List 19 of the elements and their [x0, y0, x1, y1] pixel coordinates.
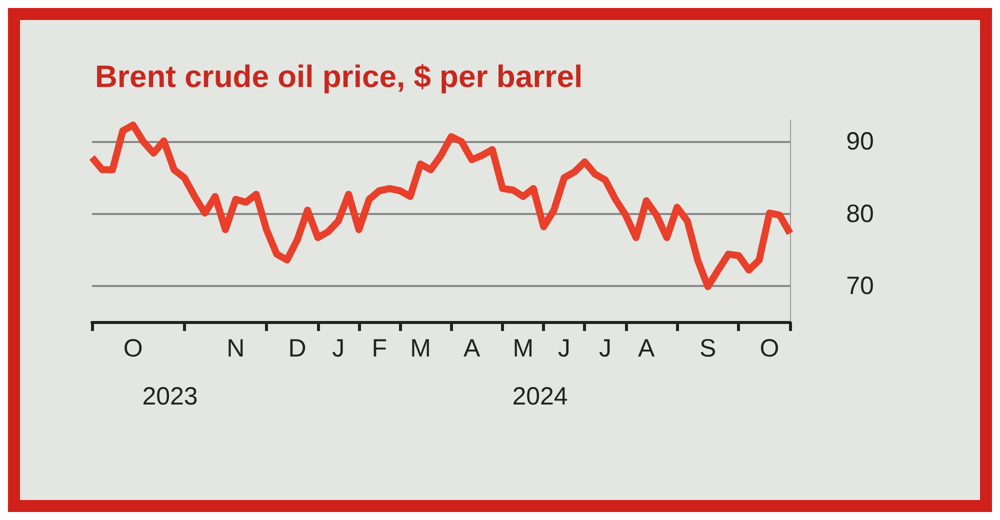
x-tick-label: J	[558, 334, 570, 362]
x-tick-label: F	[372, 334, 388, 362]
x-tick-label: O	[760, 334, 780, 362]
x-tick-label: J	[332, 334, 345, 362]
x-tick-label: A	[463, 334, 480, 362]
x-tick-label: A	[638, 334, 655, 362]
x-tick-label: M	[512, 334, 534, 362]
text: 2023	[142, 382, 198, 410]
y-tick-label: 80	[846, 200, 874, 228]
x-tick-label: J	[598, 334, 612, 362]
y-tick-label: 70	[846, 272, 874, 300]
x-tick-label: M	[410, 334, 431, 362]
y-tick-label: 90	[846, 128, 874, 156]
text: 2024	[512, 382, 568, 410]
x-tick-label: N	[226, 334, 245, 362]
x-tick-label: S	[700, 334, 716, 362]
x-tick-label: O	[123, 334, 143, 362]
chart-title: Brent crude oil price, $ per barrel	[95, 59, 583, 94]
x-tick-label: D	[288, 334, 306, 362]
